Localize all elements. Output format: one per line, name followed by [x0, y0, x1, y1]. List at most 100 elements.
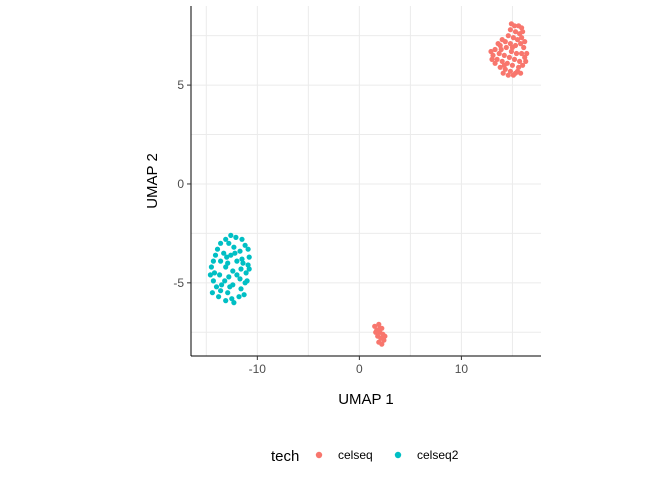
point-celseq	[495, 41, 501, 47]
point-celseq	[518, 41, 524, 47]
point-celseq	[489, 56, 495, 63]
point-celseq	[516, 64, 522, 70]
point-celseq	[519, 35, 525, 41]
point-celseq	[511, 23, 518, 29]
point-celseq2	[210, 258, 216, 264]
point-celseq	[514, 37, 521, 43]
point-celseq2	[223, 298, 229, 304]
point-celseq	[373, 329, 379, 335]
point-celseq2	[221, 250, 227, 256]
point-celseq	[512, 29, 519, 35]
point-celseq	[507, 68, 513, 74]
point-celseq	[513, 50, 520, 57]
point-celseq2	[227, 284, 233, 290]
tick-labels: -10 0 10 -5 0 5	[173, 78, 468, 376]
point-celseq	[496, 50, 502, 57]
point-celseq2	[238, 286, 244, 292]
legend-title: tech	[271, 448, 299, 465]
point-celseq2	[208, 264, 214, 270]
grid-lines	[191, 6, 541, 356]
point-celseq2	[212, 252, 219, 258]
x-axis-title: UMAP 1	[338, 391, 394, 408]
point-celseq	[506, 54, 512, 61]
point-celseq2	[233, 234, 239, 240]
point-celseq	[492, 46, 498, 53]
point-celseq	[498, 46, 504, 53]
point-celseq2	[218, 258, 224, 264]
point-celseq2	[228, 232, 234, 238]
point-celseq2	[228, 252, 234, 258]
point-celseq	[379, 341, 385, 347]
point-celseq	[377, 325, 383, 331]
axes	[187, 6, 541, 360]
point-celseq2	[216, 294, 222, 300]
point-celseq	[520, 29, 526, 35]
point-celseq2	[245, 262, 251, 268]
point-celseq2	[211, 270, 218, 276]
point-celseq2	[225, 260, 231, 266]
point-celseq2	[239, 236, 245, 242]
point-celseq	[511, 56, 518, 63]
point-celseq	[382, 333, 388, 339]
point-celseq	[509, 44, 515, 51]
point-celseq	[519, 50, 525, 57]
point-celseq	[514, 68, 521, 74]
point-celseq2	[224, 254, 230, 260]
data-points	[207, 21, 530, 347]
point-celseq2	[237, 276, 243, 282]
point-celseq2	[207, 272, 213, 278]
point-celseq	[522, 54, 528, 61]
point-celseq	[522, 39, 528, 45]
point-celseq2	[232, 250, 238, 256]
point-celseq	[502, 66, 508, 72]
point-celseq2	[231, 244, 237, 250]
point-celseq2	[226, 240, 232, 246]
point-celseq	[521, 44, 527, 51]
x-tick-label: -10	[249, 362, 267, 376]
point-celseq2	[243, 270, 249, 276]
point-celseq	[376, 321, 382, 327]
legend: tech celseq celseq2	[271, 448, 459, 465]
point-celseq	[510, 35, 516, 41]
point-celseq	[523, 58, 529, 64]
y-axis-title: UMAP 2	[144, 153, 161, 209]
point-celseq	[507, 41, 513, 47]
x-tick-label: 0	[356, 362, 363, 376]
point-celseq2	[209, 290, 215, 296]
y-tick-label: -5	[173, 276, 184, 290]
point-celseq2	[218, 240, 224, 246]
point-celseq	[510, 72, 516, 78]
point-celseq2	[214, 246, 221, 252]
y-tick-label: 5	[177, 78, 184, 92]
point-celseq2	[234, 258, 240, 264]
point-celseq	[505, 72, 511, 78]
point-celseq	[499, 58, 505, 64]
point-celseq2	[234, 272, 240, 278]
point-celseq2	[217, 272, 223, 278]
point-celseq	[520, 62, 526, 68]
point-celseq	[381, 337, 387, 343]
point-celseq2	[240, 260, 246, 266]
point-celseq2	[223, 264, 229, 270]
point-celseq2	[222, 278, 228, 284]
point-celseq	[499, 37, 505, 43]
point-celseq	[508, 48, 514, 55]
point-celseq	[488, 48, 494, 55]
point-celseq2	[210, 278, 216, 284]
point-celseq2	[223, 236, 229, 242]
point-celseq2	[241, 292, 247, 298]
point-celseq2	[218, 288, 224, 294]
point-celseq2	[213, 284, 220, 290]
point-celseq	[501, 52, 507, 59]
point-celseq2	[239, 256, 245, 262]
point-celseq2	[246, 254, 252, 260]
point-celseq	[497, 64, 503, 70]
point-celseq	[509, 62, 515, 68]
point-celseq2	[238, 266, 244, 272]
point-celseq	[372, 323, 378, 329]
legend-key-celseq2	[394, 451, 402, 459]
point-celseq2	[225, 290, 231, 296]
point-celseq	[492, 60, 498, 66]
point-celseq2	[246, 266, 252, 272]
